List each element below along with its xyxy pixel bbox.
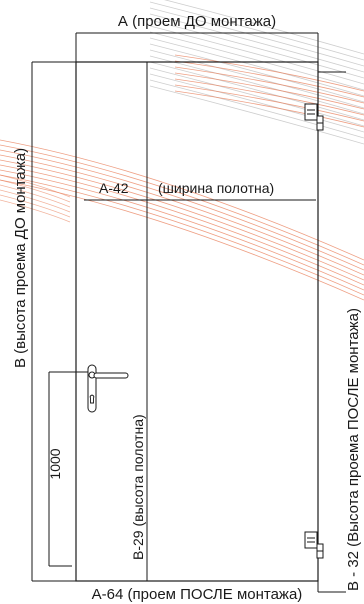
watermark-stripe (174, 60, 364, 98)
watermark-stripe (149, 85, 364, 145)
leaf-height-label: В-29 (высота полотна) (130, 414, 146, 560)
watermark-red-stripes (0, 54, 364, 301)
watermark-stripe (149, 25, 364, 85)
watermark-stripe (174, 54, 364, 92)
watermark-stripe (149, 7, 364, 67)
watermark-stripe (174, 66, 364, 104)
top-dimension: А (проем ДО монтажа) (75, 13, 319, 72)
watermark-stripe (0, 164, 364, 286)
right-height-label: В - 32 (Высота проема ПОСЛЕ монтажа) (345, 308, 362, 591)
watermark-stripe (0, 179, 364, 301)
watermark-stripe (149, 13, 364, 73)
watermark-stripe (149, 67, 364, 127)
left-height-dimension: В (высота проема ДО монтажа) (12, 148, 29, 368)
watermark-stripe (0, 194, 71, 218)
watermark-stripe (0, 139, 364, 261)
watermark-stripe (149, 79, 364, 139)
door-frame (31, 61, 346, 593)
door-hinge-icon (304, 531, 324, 559)
watermark-stripe (149, 1, 364, 61)
watermark-stripe (0, 159, 364, 281)
watermark-stripe (0, 144, 364, 266)
bottom-opening-label: А-64 (проем ПОСЛЕ монтажа) (92, 586, 303, 603)
watermark-stripe (149, 49, 364, 109)
watermark-stripe (174, 90, 364, 128)
watermark-stripe (0, 189, 71, 213)
handle-height-label: 1000 (47, 448, 63, 479)
watermark-stripe (149, 61, 364, 121)
watermark-stripe (0, 184, 71, 208)
handle-height-dimension: 1000 (47, 371, 90, 567)
watermark-stripe (0, 169, 364, 291)
leaf-width-note: (ширина полотна) (158, 180, 274, 196)
left-height-label: В (высота проема ДО монтажа) (12, 148, 29, 368)
watermark-stripe (0, 174, 364, 296)
watermark-stripe (0, 179, 71, 203)
watermark-stripe (174, 84, 364, 122)
door-leaf: А-42 (ширина полотна) (75, 61, 319, 582)
watermark-stripe (149, 31, 364, 91)
door-hinge-icon (304, 103, 324, 131)
watermark-stripe (149, 43, 364, 103)
watermark-stripe (164, 0, 364, 55)
watermark-stripe (0, 149, 364, 271)
watermark-stripe (149, 19, 364, 79)
watermark-stripe (149, 73, 364, 133)
watermark-stripe (174, 78, 364, 116)
leaf-width-label: А-42 (99, 180, 129, 196)
watermark-stripe (0, 174, 71, 198)
top-opening-label: А (проем ДО монтажа) (118, 13, 276, 30)
watermark-stripe (149, 37, 364, 97)
watermark-stripe (0, 199, 71, 223)
watermark-stripe (174, 72, 364, 110)
watermark-stripe (149, 55, 364, 115)
door-handle-icon (87, 364, 129, 413)
